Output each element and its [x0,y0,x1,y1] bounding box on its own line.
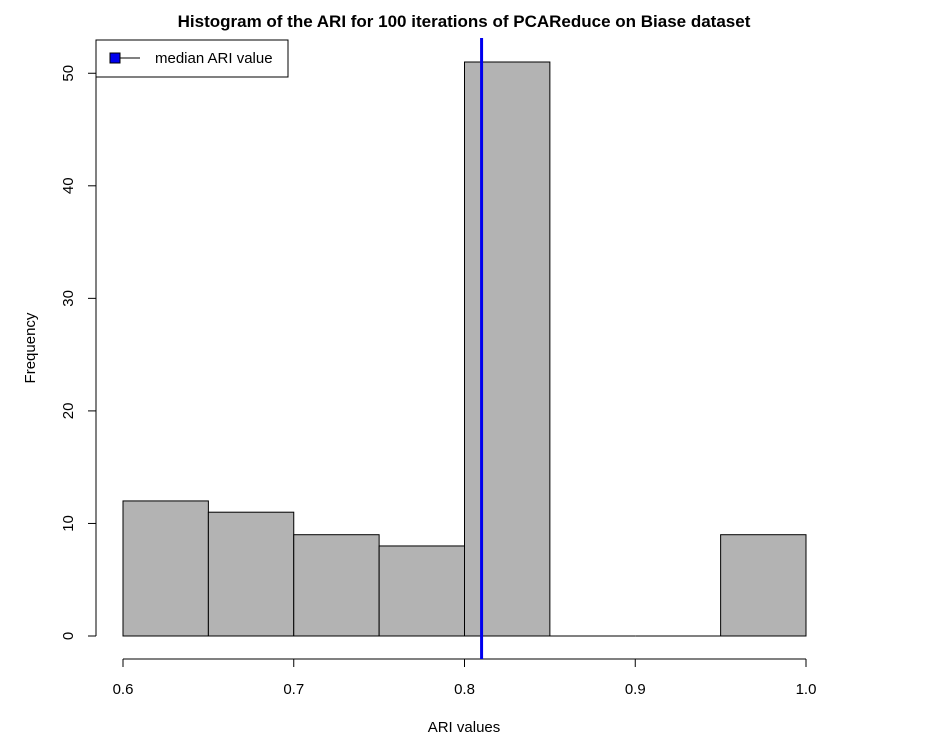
y-tick-label: 0 [60,632,77,640]
histogram-bar [207,511,295,637]
histogram-bar [378,545,465,637]
x-tick-label: 1.0 [796,681,817,698]
chart-title: Histogram of the ARI for 100 iterations … [178,12,751,31]
y-tick-label: 40 [60,177,77,194]
legend: median ARI value [95,39,289,78]
legend-label: median ARI value [155,50,273,67]
y-tick-label: 10 [60,515,77,532]
histogram-bar [720,534,807,637]
x-tick-label: 0.8 [454,681,475,698]
y-tick-label: 20 [60,403,77,420]
histogram-bar [122,500,209,637]
x-tick-label: 0.7 [283,681,304,698]
x-axis: 0.6 0.7 0.8 0.9 1.0 [113,658,817,698]
y-axis-label: Frequency [22,312,39,383]
histogram-bar [464,61,551,637]
histogram-bar [293,534,380,637]
x-tick-label: 0.9 [625,681,646,698]
x-tick-label: 0.6 [113,681,134,698]
x-axis-label: ARI values [428,719,501,736]
y-tick-label: 50 [60,65,77,82]
histogram-bars [122,61,807,637]
legend-swatch [109,52,121,64]
y-axis: 0 10 20 30 40 50 [60,65,97,640]
y-tick-label: 30 [60,290,77,307]
